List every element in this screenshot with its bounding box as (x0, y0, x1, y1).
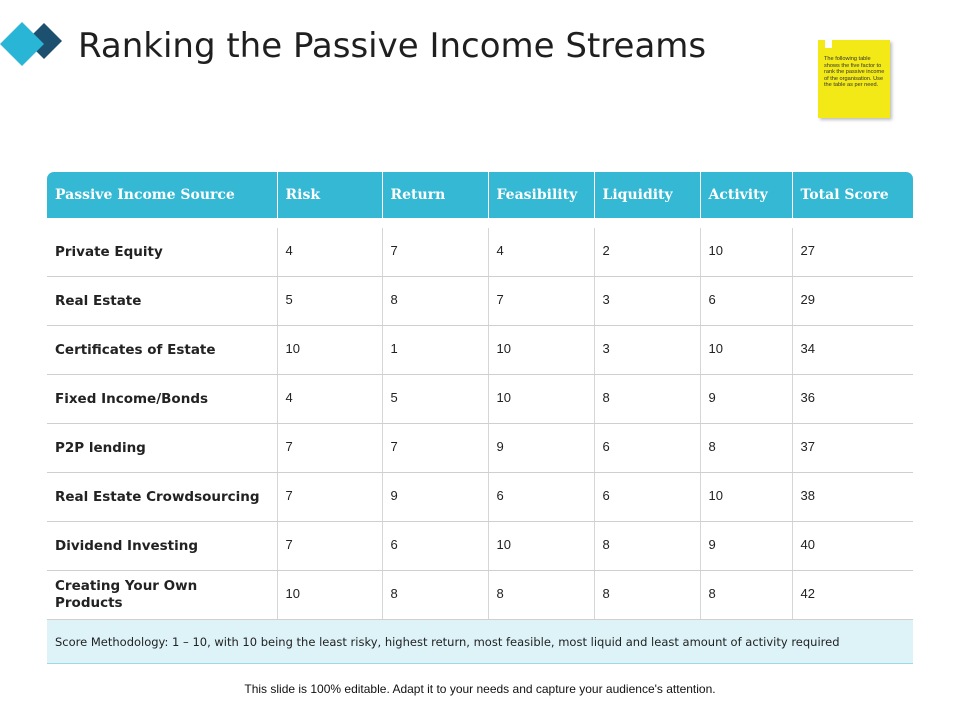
cell-source: Dividend Investing (47, 521, 277, 571)
sticky-note-tab (825, 40, 832, 48)
sticky-note: The following table shows the five facto… (818, 40, 890, 118)
table-row: Private Equity 4 7 4 2 10 27 (47, 228, 913, 277)
cell-feasibility: 4 (487, 228, 594, 277)
cell-risk: 7 (276, 521, 382, 571)
sticky-note-text: The following table shows the five facto… (824, 56, 885, 89)
table-row: Real Estate 5 8 7 3 6 29 (47, 276, 913, 326)
cell-liquidity: 3 (593, 276, 700, 326)
cell-risk: 7 (276, 423, 382, 473)
cell-total-score: 42 (791, 570, 913, 620)
column-header-return: Return (381, 172, 488, 218)
cell-liquidity: 2 (593, 228, 700, 277)
cell-activity: 10 (699, 228, 792, 277)
cell-return: 7 (381, 228, 488, 277)
cell-risk: 10 (276, 570, 382, 620)
table-row: Dividend Investing 7 6 10 8 9 40 (47, 521, 913, 571)
cell-activity: 10 (699, 472, 792, 522)
cell-feasibility: 10 (487, 521, 594, 571)
cell-return: 9 (381, 472, 488, 522)
diamond-logo (0, 22, 62, 66)
table-row: P2P lending 7 7 9 6 8 37 (47, 423, 913, 473)
cell-activity: 10 (699, 325, 792, 375)
cell-liquidity: 8 (593, 521, 700, 571)
column-header-feasibility: Feasibility (487, 172, 594, 218)
column-header-risk: Risk (276, 172, 382, 218)
cell-feasibility: 9 (487, 423, 594, 473)
cell-activity: 8 (699, 423, 792, 473)
cell-total-score: 27 (791, 228, 913, 277)
cell-liquidity: 3 (593, 325, 700, 375)
cell-source: Certificates of Estate (47, 325, 277, 375)
table-row: Certificates of Estate 10 1 10 3 10 34 (47, 325, 913, 375)
column-header-total-score: Total Score (791, 172, 913, 218)
column-header-source: Passive Income Source (47, 172, 277, 218)
cell-activity: 9 (699, 521, 792, 571)
cell-risk: 10 (276, 325, 382, 375)
table-header-row: Passive Income Source Risk Return Feasib… (47, 172, 913, 218)
cell-liquidity: 8 (593, 570, 700, 620)
cell-liquidity: 6 (593, 472, 700, 522)
cell-return: 8 (381, 570, 488, 620)
cell-feasibility: 6 (487, 472, 594, 522)
cell-risk: 7 (276, 472, 382, 522)
table-row: Real Estate Crowdsourcing 7 9 6 6 10 38 (47, 472, 913, 522)
cell-source: P2P lending (47, 423, 277, 473)
cell-total-score: 36 (791, 374, 913, 424)
cell-return: 8 (381, 276, 488, 326)
cell-total-score: 40 (791, 521, 913, 571)
cell-risk: 4 (276, 374, 382, 424)
slide-caption: This slide is 100% editable. Adapt it to… (244, 682, 716, 696)
cell-feasibility: 7 (487, 276, 594, 326)
table-row: Creating Your Own Products 10 8 8 8 8 42 (47, 570, 913, 620)
cell-source: Private Equity (47, 228, 277, 277)
cell-source: Fixed Income/Bonds (47, 374, 277, 424)
cell-feasibility: 10 (487, 325, 594, 375)
cell-source: Creating Your Own Products (47, 570, 277, 620)
table-row: Fixed Income/Bonds 4 5 10 8 9 36 (47, 374, 913, 424)
cell-return: 6 (381, 521, 488, 571)
column-header-liquidity: Liquidity (593, 172, 700, 218)
cell-activity: 8 (699, 570, 792, 620)
column-header-activity: Activity (699, 172, 792, 218)
cell-liquidity: 8 (593, 374, 700, 424)
table-spacer (47, 218, 913, 228)
cell-activity: 6 (699, 276, 792, 326)
cell-return: 1 (381, 325, 488, 375)
cell-source: Real Estate (47, 276, 277, 326)
table-footer-row: Score Methodology: 1 – 10, with 10 being… (47, 619, 913, 664)
cell-liquidity: 6 (593, 423, 700, 473)
cell-return: 5 (381, 374, 488, 424)
ranking-table-container: Passive Income Source Risk Return Feasib… (47, 172, 913, 664)
cell-total-score: 34 (791, 325, 913, 375)
ranking-table: Passive Income Source Risk Return Feasib… (47, 172, 913, 664)
cell-risk: 5 (276, 276, 382, 326)
cell-activity: 9 (699, 374, 792, 424)
slide-title: Ranking the Passive Income Streams (78, 26, 707, 66)
cell-total-score: 29 (791, 276, 913, 326)
cell-feasibility: 10 (487, 374, 594, 424)
cell-source: Real Estate Crowdsourcing (47, 472, 277, 522)
cell-total-score: 38 (791, 472, 913, 522)
score-methodology-note: Score Methodology: 1 – 10, with 10 being… (47, 619, 913, 664)
cell-feasibility: 8 (487, 570, 594, 620)
cell-return: 7 (381, 423, 488, 473)
cell-risk: 4 (276, 228, 382, 277)
cell-total-score: 37 (791, 423, 913, 473)
logo-light-diamond (0, 22, 44, 66)
